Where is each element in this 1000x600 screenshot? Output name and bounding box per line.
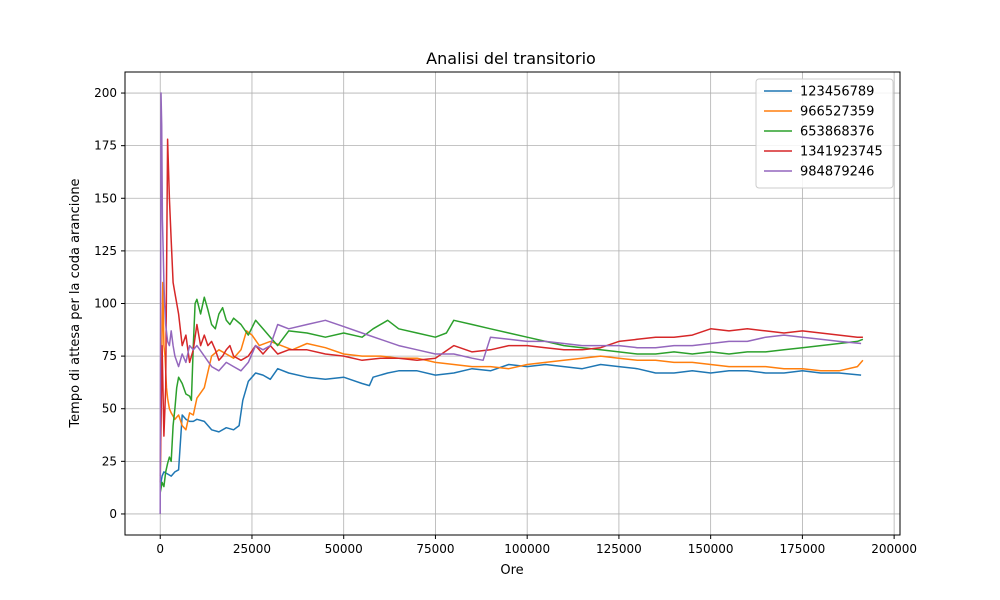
y-tick-label: 0: [109, 507, 117, 521]
x-tick-label: 175000: [779, 542, 825, 556]
chart-title: Analisi del transitorio: [426, 49, 596, 68]
y-axis-label: Tempo di attesa per la coda arancione: [68, 178, 83, 428]
x-tick-label: 25000: [233, 542, 271, 556]
y-tick-label: 125: [94, 244, 117, 258]
x-tick-label: 100000: [504, 542, 550, 556]
x-tick-label: 0: [156, 542, 164, 556]
x-tick-label: 150000: [688, 542, 734, 556]
legend-label: 984879246: [800, 165, 874, 180]
legend-label: 966527359: [800, 105, 874, 120]
x-axis-label: Ore: [500, 563, 523, 578]
y-tick-label: 25: [102, 454, 117, 468]
y-tick-label: 200: [94, 86, 117, 100]
legend-box: [755, 78, 894, 189]
y-tick-label: 75: [102, 349, 117, 363]
grid: [125, 72, 900, 535]
x-tick-label: 75000: [416, 542, 454, 556]
series-line-5: [159, 92, 862, 515]
legend-label: 123456789: [800, 85, 874, 100]
x-tick-label: 50000: [325, 542, 363, 556]
legend-label: 1341923745: [800, 145, 883, 160]
x-tick-label: 125000: [596, 542, 642, 556]
x-tick-label: 200000: [871, 542, 917, 556]
plot-lines: [159, 92, 864, 515]
legend-label: 653868376: [800, 125, 874, 140]
x-axis-ticks: 0 25000 50000 75000 100000 125000 150000 175000…: [156, 535, 917, 556]
y-tick-label: 100: [94, 297, 117, 311]
y-axis-ticks: 0 25 50 75 100 125 150 175 200: [94, 86, 125, 521]
y-tick-label: 150: [94, 191, 117, 205]
y-tick-label: 175: [94, 139, 117, 153]
series-line-2: [159, 281, 864, 477]
legend: 123456789 966527359 653868376 1341923745 984…: [755, 78, 894, 189]
series-line-3: [159, 296, 864, 494]
y-tick-label: 50: [102, 402, 117, 416]
series-line-1: [159, 363, 862, 487]
series-line-4: [159, 138, 863, 483]
